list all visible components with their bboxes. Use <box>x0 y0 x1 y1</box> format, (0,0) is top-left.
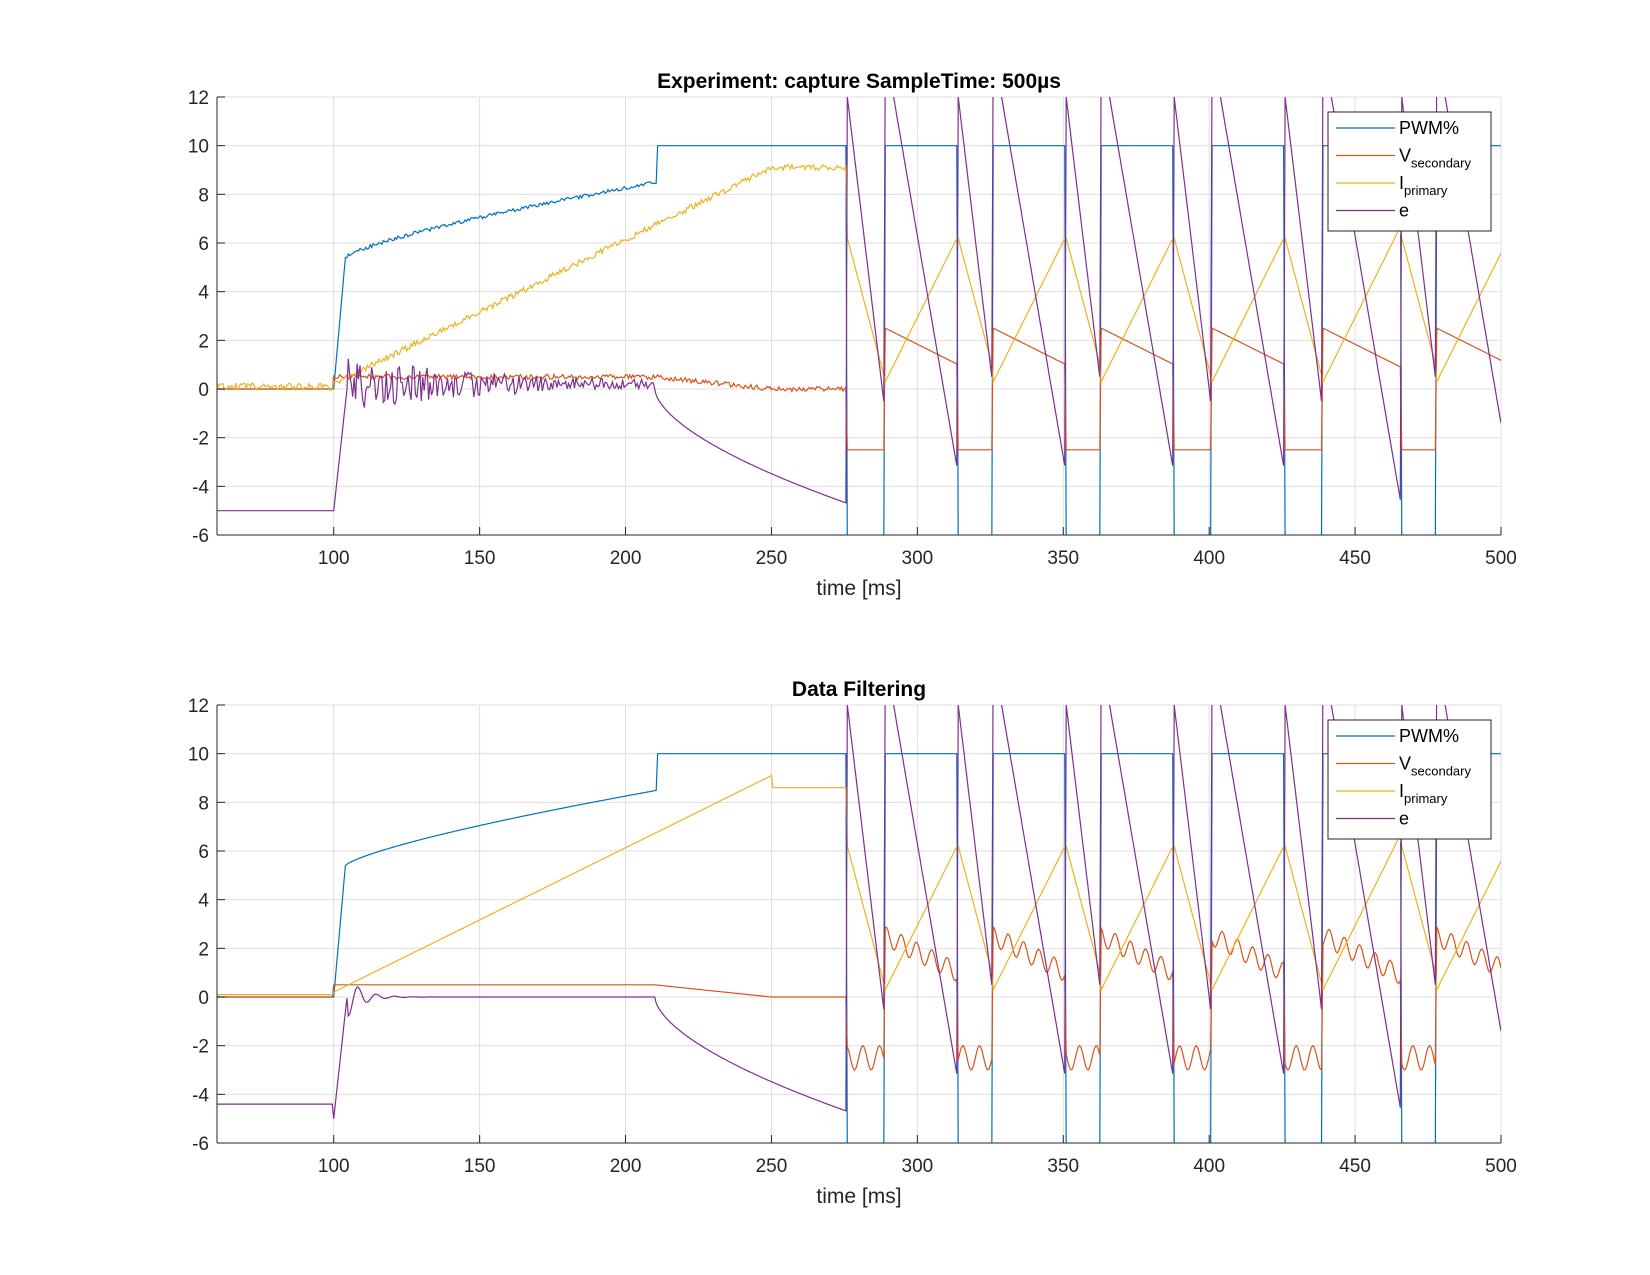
x-tick-label: 250 <box>756 548 788 569</box>
chart-panel-1: 100 150 200 250 300 350 400 450 500 -6 -4 -2 0 2 4 6 8 10… <box>188 70 1517 600</box>
plot-area <box>217 705 1501 1143</box>
legend-entry: Vsecondary <box>1399 146 1471 171</box>
legend-entry: e <box>1399 809 1409 829</box>
y-tick-label: 4 <box>198 283 209 304</box>
x-tick-label: 150 <box>464 1156 496 1177</box>
x-tick-label: 500 <box>1485 1156 1517 1177</box>
y-tick-label: 6 <box>198 842 209 863</box>
chart-title: Experiment: capture SampleTime: 500µs <box>657 70 1061 93</box>
series-line-iprimary <box>217 162 1501 392</box>
x-tick-label: 150 <box>464 548 496 569</box>
plot-area <box>217 97 1501 535</box>
x-tick-label: 400 <box>1193 1156 1225 1177</box>
x-tick-label: 200 <box>610 1156 642 1177</box>
x-tick-label: 500 <box>1485 548 1517 569</box>
series-line-vsecondary <box>217 926 1501 1072</box>
y-tick-label: 8 <box>198 185 209 206</box>
series-line-e <box>217 705 1501 1119</box>
chart-panel-2: 100 150 200 250 300 350 400 450 500 -6 -4 -2 0 2 4 6 8 10… <box>188 678 1517 1208</box>
x-tick-label: 100 <box>318 1156 350 1177</box>
series-line-iprimary <box>217 774 1501 996</box>
y-tick-label: 10 <box>188 137 209 158</box>
y-tick-label: 12 <box>188 696 209 717</box>
y-tick-label: -6 <box>192 526 209 547</box>
x-axis-label: time [ms] <box>816 1185 901 1208</box>
y-tick-label: -4 <box>192 477 209 498</box>
y-tick-label: 2 <box>198 939 209 960</box>
x-tick-label: 100 <box>318 548 350 569</box>
x-tick-label: 400 <box>1193 548 1225 569</box>
x-tick-label: 250 <box>756 1156 788 1177</box>
y-tick-label: 12 <box>188 88 209 109</box>
x-tick-label: 350 <box>1047 548 1079 569</box>
series-line-pwm <box>217 753 1501 1143</box>
legend-entry: Vsecondary <box>1399 754 1471 779</box>
y-tick-label: 0 <box>198 988 209 1009</box>
x-axis-label: time [ms] <box>816 577 901 600</box>
legend-entry: e <box>1399 201 1409 221</box>
x-tick-label: 450 <box>1339 548 1371 569</box>
y-tick-label: 4 <box>198 891 209 912</box>
y-tick-label: 2 <box>198 331 209 352</box>
legend-entry: PWM% <box>1399 118 1459 138</box>
y-tick-label: -2 <box>192 1037 209 1058</box>
y-tick-label: 8 <box>198 793 209 814</box>
y-tick-label: 6 <box>198 234 209 255</box>
legend-box <box>1327 111 1492 232</box>
legend-entry: Iprimary <box>1399 173 1448 198</box>
x-tick-label: 350 <box>1047 1156 1079 1177</box>
x-tick-label: 300 <box>902 548 934 569</box>
series-line-pwm <box>217 145 1501 535</box>
legend-entry: Iprimary <box>1399 781 1448 806</box>
y-tick-label: -2 <box>192 429 209 450</box>
chart-title: Data Filtering <box>792 678 926 701</box>
legend-entry: PWM% <box>1399 726 1459 746</box>
y-tick-label: 0 <box>198 380 209 401</box>
legend-box <box>1327 719 1492 840</box>
x-tick-label: 450 <box>1339 1156 1371 1177</box>
y-tick-label: -6 <box>192 1134 209 1155</box>
series-line-e <box>217 97 1501 512</box>
y-tick-label: 10 <box>188 745 209 766</box>
x-tick-label: 200 <box>610 548 642 569</box>
series-line-vsecondary <box>217 327 1501 451</box>
y-tick-label: -4 <box>192 1085 209 1106</box>
x-tick-label: 300 <box>902 1156 934 1177</box>
